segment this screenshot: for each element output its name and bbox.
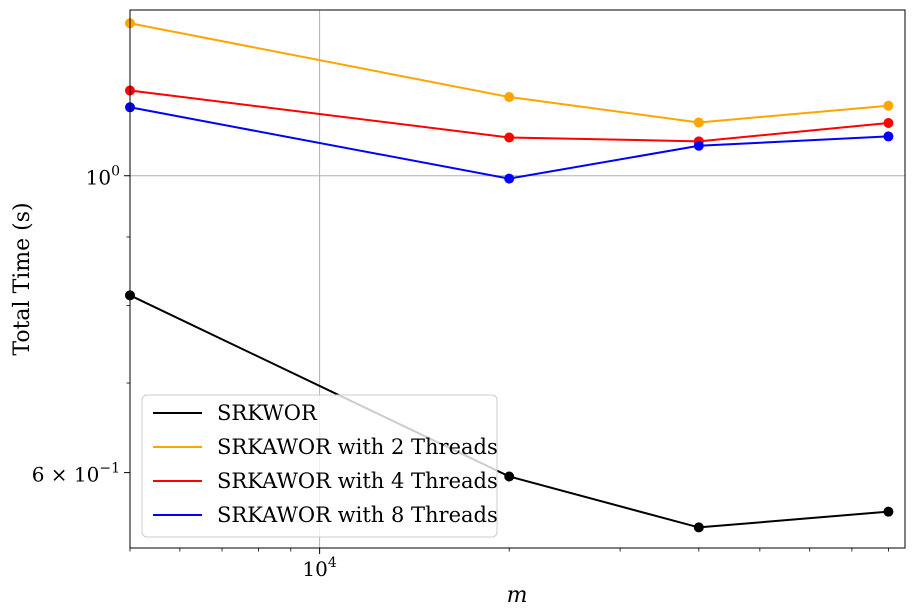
data-point <box>693 140 704 151</box>
legend-label: SRKAWOR with 4 Threads <box>217 469 498 493</box>
data-point <box>693 117 704 128</box>
data-point <box>504 173 515 184</box>
x-tick-label: 104 <box>302 555 336 581</box>
plot-frame <box>129 9 906 549</box>
y-axis-label: Total Time (s) <box>10 202 35 355</box>
axis-ticks: 104 100 6 × 10−1 <box>32 164 889 581</box>
data-point <box>883 117 894 128</box>
legend-label: SRKWOR <box>217 401 318 425</box>
legend: SRKWOR SRKAWOR with 2 Threads SRKAWOR with… <box>141 394 498 538</box>
series-line-3 <box>129 89 889 143</box>
y-tick-label: 100 <box>86 164 120 190</box>
series-line-4 <box>129 106 889 180</box>
legend-box <box>141 394 498 538</box>
series-line-2 <box>129 22 889 124</box>
data-point <box>883 506 894 517</box>
data-point <box>693 522 704 533</box>
x-axis-label: m <box>507 583 528 608</box>
data-point <box>504 471 515 482</box>
y-tick-label: 6 × 10−1 <box>32 461 120 487</box>
data-point <box>883 131 894 142</box>
data-point <box>504 92 515 103</box>
data-point <box>883 100 894 111</box>
series-lines <box>125 18 894 533</box>
series-line-1 <box>129 294 889 529</box>
data-point <box>504 132 515 143</box>
legend-label: SRKAWOR with 8 Threads <box>217 503 498 527</box>
legend-label: SRKAWOR with 2 Threads <box>217 435 498 459</box>
